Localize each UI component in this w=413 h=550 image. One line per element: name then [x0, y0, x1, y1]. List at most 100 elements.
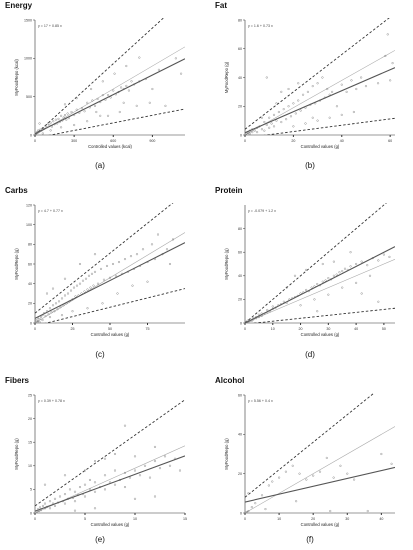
regression-line	[35, 242, 185, 319]
data-point	[355, 262, 358, 266]
data-point	[93, 460, 97, 463]
data-point	[65, 118, 68, 121]
x-tick-label: 5	[84, 517, 86, 521]
data-point	[43, 127, 46, 130]
panel-d: Protein y = -0.079 + 1.2 x 0 10 20 30 40 50 0 20 4…	[215, 186, 395, 359]
data-point	[250, 319, 253, 322]
data-point	[266, 308, 269, 312]
data-point	[297, 99, 300, 102]
data-point	[271, 307, 274, 310]
data-point	[355, 87, 358, 91]
panel-title: Fibers	[5, 376, 30, 385]
panel-title: Carbs	[5, 186, 28, 195]
data-point	[43, 507, 47, 510]
y-tick-label: 60	[238, 251, 242, 255]
data-point	[62, 116, 65, 119]
x-tick-label: 15	[183, 517, 187, 521]
data-point	[129, 255, 133, 258]
data-point	[309, 103, 312, 106]
data-point	[113, 469, 117, 472]
y-tick-label: 20	[238, 298, 242, 302]
data-point	[107, 114, 110, 117]
data-point	[103, 488, 107, 491]
data-point	[146, 261, 149, 264]
data-point	[285, 301, 288, 304]
data-point	[257, 313, 260, 316]
data-point	[267, 484, 270, 487]
data-point	[135, 104, 138, 107]
data-point	[307, 290, 310, 293]
data-point	[144, 78, 147, 81]
data-point	[41, 319, 44, 322]
data-point	[42, 312, 46, 315]
data-point	[323, 96, 326, 99]
data-point	[297, 82, 300, 85]
y-axis-label: MyFoodRepo (g)	[224, 248, 229, 280]
y-tick-label: 60	[28, 262, 32, 266]
data-point	[88, 488, 92, 491]
data-point	[113, 483, 117, 486]
data-point	[45, 310, 49, 313]
data-point	[51, 502, 55, 505]
data-point	[63, 294, 67, 297]
data-point	[104, 98, 107, 101]
data-point	[371, 257, 374, 260]
x-tick-label: 40	[340, 139, 344, 143]
x-tick-label: 60	[388, 139, 392, 143]
data-point	[102, 278, 106, 281]
data-point	[251, 128, 254, 131]
data-point	[163, 455, 167, 458]
y-tick-label: 15	[28, 441, 32, 445]
data-point	[43, 502, 47, 505]
data-point	[316, 119, 319, 122]
points-group	[245, 33, 394, 135]
y-tick-label: 10	[28, 464, 32, 468]
x-tick-label: 40	[379, 517, 383, 521]
data-point	[380, 452, 383, 456]
y-tick-label: 500	[26, 95, 32, 99]
line-group	[35, 399, 185, 513]
data-point	[45, 505, 49, 508]
data-point	[277, 110, 280, 114]
data-point	[74, 295, 77, 298]
data-point	[83, 290, 86, 293]
data-point	[35, 320, 38, 323]
data-point	[75, 97, 78, 100]
data-point	[49, 129, 52, 132]
data-point	[150, 243, 154, 246]
y-axis-label: MyFoodRepo (g)	[14, 248, 19, 280]
data-point	[311, 85, 314, 88]
x-axis-label: Controlled values (g)	[301, 522, 340, 527]
data-point	[256, 126, 259, 129]
data-point	[316, 310, 319, 313]
data-point	[81, 279, 85, 282]
line-group	[245, 18, 395, 135]
data-point	[264, 508, 267, 511]
data-point	[298, 472, 301, 475]
data-point	[306, 90, 309, 93]
data-point	[68, 300, 71, 303]
y-tick-label: 5	[30, 488, 32, 492]
regression-equation: y = -0.079 + 1.2 x	[248, 209, 276, 213]
data-point	[328, 93, 331, 96]
y-tick-label: 20	[28, 417, 32, 421]
x-tick-label: 50	[382, 327, 386, 331]
data-point	[304, 106, 307, 109]
data-point	[341, 270, 344, 273]
data-point	[280, 121, 283, 124]
data-point	[138, 474, 142, 477]
data-point	[304, 122, 307, 125]
x-tick-label: 50	[108, 327, 112, 331]
data-point	[270, 122, 273, 125]
data-point	[51, 304, 55, 307]
data-point	[71, 310, 74, 313]
data-point	[273, 113, 276, 116]
data-point	[99, 267, 103, 270]
data-point	[56, 122, 59, 125]
data-point	[60, 114, 63, 117]
data-point	[148, 476, 152, 479]
panel-c: Carbs y = 4.7 + 0.77 x 0 25 50 75 0 20 40 60 80 100…	[5, 186, 185, 359]
data-point	[38, 122, 41, 125]
data-point	[131, 284, 134, 287]
